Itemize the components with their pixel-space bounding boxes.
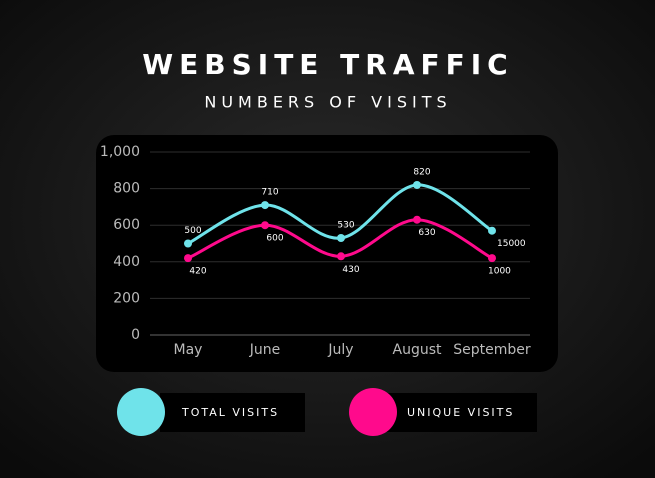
data-point [184,239,192,248]
x-tick-label: May [174,342,203,358]
data-label: 630 [418,228,435,238]
x-tick-label: August [393,342,443,358]
legend-box [385,393,537,432]
y-tick-label: 800 [113,181,140,197]
y-tick-label: 400 [113,254,140,270]
data-point [488,254,496,263]
data-label: 500 [184,226,201,236]
legend-label: TOTAL VISITS [181,406,279,419]
data-point [337,252,345,261]
chart-title: WEBSITE TRAFFIC [142,48,513,81]
x-tick-label: September [453,342,531,358]
legend-marker [117,388,165,436]
data-point [413,180,421,189]
data-label: 430 [342,265,359,275]
data-label: 820 [413,167,430,177]
data-point [261,221,269,230]
legend-box [160,393,305,432]
data-label: 600 [266,234,283,244]
annotation: 15000 [497,239,526,249]
data-point [488,226,496,235]
data-point [261,201,269,210]
y-tick-label: 200 [113,290,140,306]
annotation: 1000 [488,267,511,277]
legend-label: UNIQUE VISITS [407,406,514,419]
data-point [337,234,345,243]
x-tick-label: June [249,342,281,358]
data-label: 420 [189,267,206,277]
chart-subtitle: NUMBERS OF VISITS [204,93,451,112]
y-tick-label: 1,000 [100,144,140,160]
data-label: 710 [261,188,278,198]
x-tick-label: July [327,342,353,358]
data-point [413,215,421,224]
y-tick-label: 0 [131,327,140,343]
legend-marker [349,388,397,436]
data-point [184,254,192,263]
data-label: 530 [337,221,354,231]
y-tick-label: 600 [113,217,140,233]
